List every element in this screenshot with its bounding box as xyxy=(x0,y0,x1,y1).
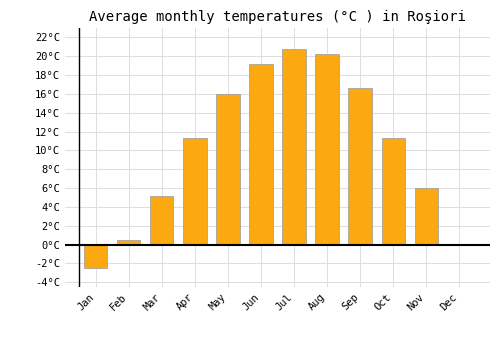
Bar xyxy=(216,94,240,245)
Bar xyxy=(184,138,206,245)
Bar xyxy=(84,245,108,268)
Bar xyxy=(348,88,372,245)
Bar xyxy=(382,138,404,245)
Bar xyxy=(414,188,438,245)
Bar xyxy=(118,240,141,245)
Bar xyxy=(150,196,174,245)
Bar xyxy=(282,49,306,245)
Title: Average monthly temperatures (°C ) in Roşiori: Average monthly temperatures (°C ) in Ro… xyxy=(89,10,466,24)
Bar xyxy=(250,64,272,245)
Bar xyxy=(316,54,338,245)
